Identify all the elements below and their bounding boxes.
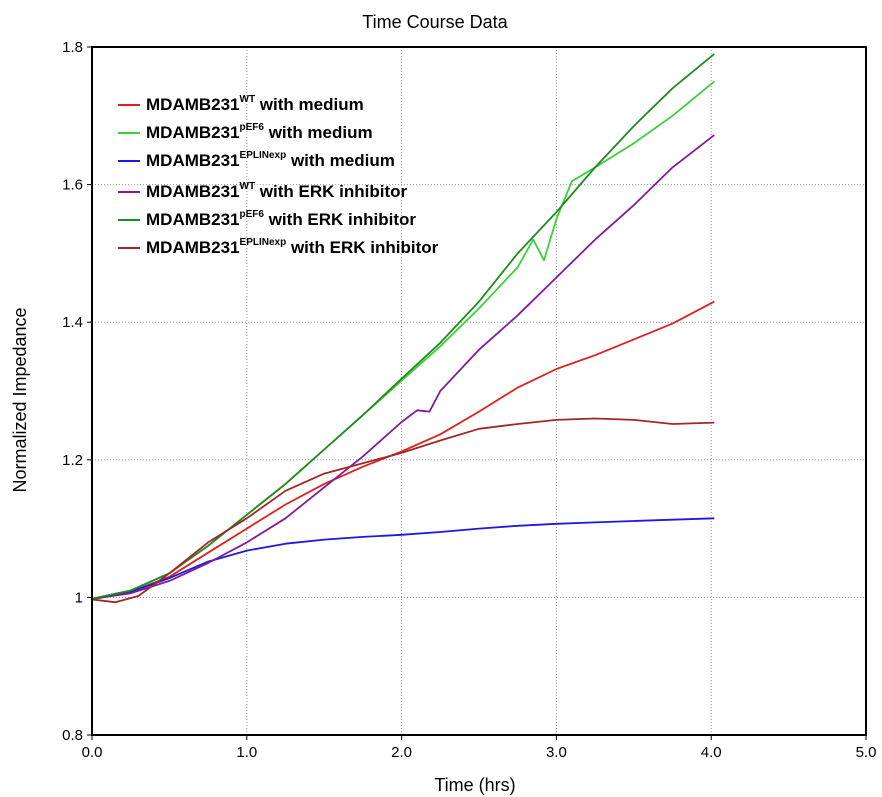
legend-entry: MDAMB231EPLINexp with medium: [146, 150, 395, 170]
x-axis-label: Time (hrs): [434, 775, 515, 795]
y-axis-ticks: 0.8 1 1.2 1.4 1.6 1.8: [62, 39, 92, 744]
legend: MDAMB231WT with medium MDAMB231pEF6 with …: [118, 94, 439, 257]
x-tick-label: 5.0: [856, 744, 877, 761]
y-tick-label: 1.6: [62, 177, 83, 194]
x-axis-ticks: 0.0 1.0 2.0 3.0 4.0 5.0: [82, 735, 877, 761]
chart-title: Time Course Data: [362, 12, 508, 32]
legend-entry: MDAMB231WT with medium: [146, 94, 364, 114]
series-line-4: [91, 134, 715, 600]
x-tick-label: 2.0: [391, 744, 412, 761]
series-line-5: [91, 53, 715, 600]
legend-entry: MDAMB231pEF6 with medium: [146, 122, 373, 142]
series-line-3: [91, 517, 715, 600]
x-tick-label: 3.0: [546, 744, 567, 761]
y-tick-label: 0.8: [62, 727, 83, 744]
series-line-1: [91, 300, 715, 601]
legend-entry: MDAMB231WT with ERK inhibitor: [146, 181, 407, 201]
series-line-6: [91, 417, 715, 604]
plot-frame: [91, 46, 867, 736]
x-tick-label: 0.0: [82, 744, 103, 761]
legend-entry: MDAMB231EPLINexp with ERK inhibitor: [146, 237, 439, 257]
y-tick-label: 1.2: [62, 452, 83, 469]
x-tick-label: 4.0: [701, 744, 722, 761]
x-tick-label: 1.0: [236, 744, 257, 761]
grid-lines: [92, 47, 866, 735]
y-axis-label: Normalized Impedance: [10, 307, 30, 492]
y-tick-label: 1.4: [62, 314, 83, 331]
y-tick-label: 1.8: [62, 39, 83, 56]
series-layer: [91, 53, 715, 604]
y-tick-label: 1: [75, 589, 83, 606]
legend-entry: MDAMB231pEF6 with ERK inhibitor: [146, 209, 416, 229]
